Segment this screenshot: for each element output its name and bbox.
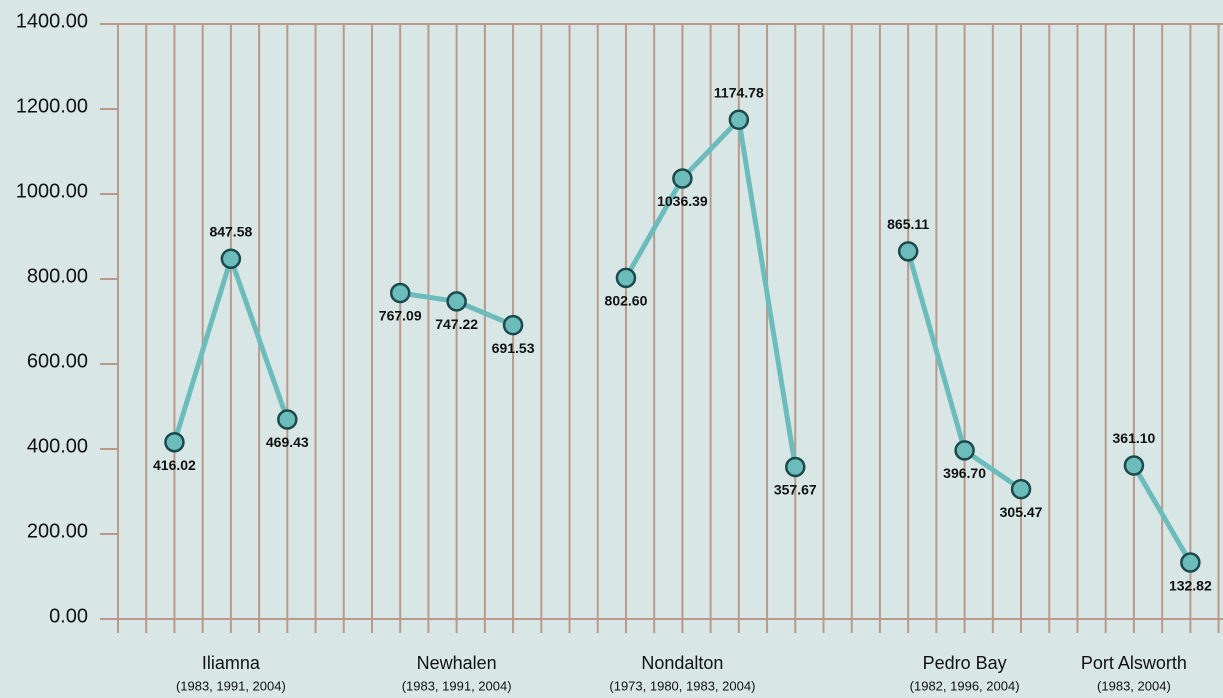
value-label: 847.58	[209, 223, 252, 239]
value-label: 767.09	[379, 308, 422, 324]
data-point	[220, 248, 242, 270]
y-tick-label: 1400.00	[16, 10, 88, 32]
category-label: Iliamna	[202, 653, 261, 673]
data-point	[672, 168, 693, 189]
value-label: 305.47	[1000, 504, 1043, 520]
category-years: (1982, 1996, 2004)	[910, 678, 1020, 693]
data-line	[623, 117, 798, 468]
value-label: 416.02	[153, 457, 196, 473]
y-tick-label: 200.00	[27, 520, 88, 542]
value-label: 396.70	[943, 465, 986, 481]
data-point	[389, 282, 411, 304]
value-label: 132.82	[1169, 577, 1212, 593]
value-label: 1174.78	[714, 84, 764, 100]
y-tick-label: 800.00	[27, 265, 88, 287]
value-label: 865.11	[887, 216, 929, 232]
data-point	[615, 267, 637, 289]
category-label: Pedro Bay	[923, 653, 1007, 673]
data-point	[785, 456, 806, 478]
category-years: (1983, 2004)	[1097, 678, 1171, 693]
data-point	[1010, 478, 1032, 500]
data-point	[164, 431, 185, 453]
data-point	[502, 314, 524, 336]
data-point	[1123, 455, 1145, 476]
y-tick-label: 0.00	[49, 605, 88, 627]
data-line	[1131, 464, 1193, 564]
value-label: 469.43	[266, 434, 309, 450]
category-label: Port Alsworth	[1081, 653, 1187, 673]
data-point	[897, 241, 919, 262]
value-label: 691.53	[492, 340, 535, 356]
y-tick-label: 400.00	[27, 435, 88, 457]
value-label: 747.22	[435, 316, 478, 332]
y-tick-label: 1200.00	[16, 95, 88, 117]
data-point	[954, 440, 975, 461]
y-tick-label: 600.00	[27, 350, 88, 372]
value-label: 357.67	[774, 482, 817, 498]
category-years: (1983, 1991, 2004)	[402, 678, 512, 693]
data-point	[277, 409, 298, 430]
data-point	[446, 291, 467, 312]
category-years: (1983, 1991, 2004)	[176, 678, 286, 693]
data-point	[1180, 552, 1201, 573]
category-label: Newhalen	[417, 653, 497, 673]
category-label: Nondalton	[641, 653, 723, 673]
y-tick-label: 1000.00	[16, 180, 88, 202]
category-years: (1973, 1980, 1983, 2004)	[609, 678, 755, 693]
value-label: 802.60	[605, 293, 648, 309]
data-point	[728, 109, 750, 130]
value-label: 361.10	[1113, 430, 1156, 446]
value-label: 1036.39	[657, 193, 708, 209]
